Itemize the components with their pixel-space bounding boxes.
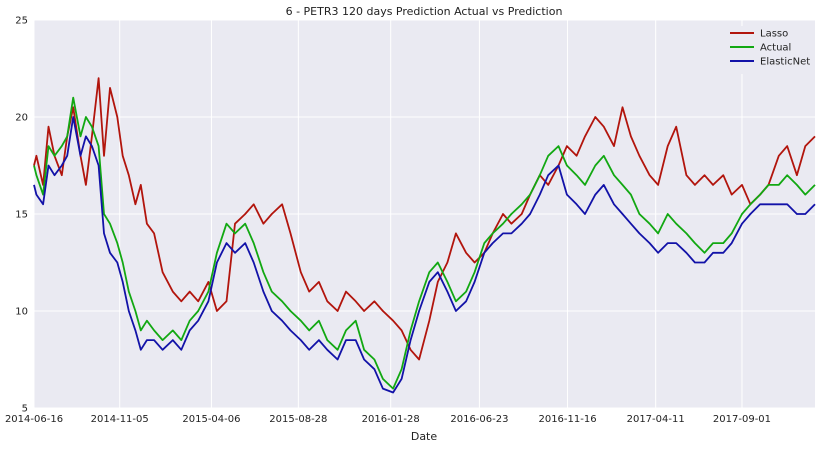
x-tick-label: 2017-04-11 (627, 414, 685, 425)
x-tick-label: 2014-11-05 (91, 414, 149, 425)
x-tick-label: 2016-06-23 (450, 414, 508, 425)
series-line-actual (33, 96, 816, 390)
y-axis-ticks: 5 10 15 20 25 (15, 16, 28, 415)
y-tick-label: 5 (22, 404, 28, 415)
y-tick-label: 15 (15, 210, 28, 221)
y-tick-label: 20 (15, 113, 28, 124)
legend-label-elasticnet: ElasticNet (760, 57, 810, 68)
legend: Lasso Actual ElasticNet (720, 26, 812, 74)
series-lines (33, 77, 816, 394)
y-tick-label: 10 (15, 307, 28, 318)
legend-label-actual: Actual (760, 43, 791, 54)
legend-label-lasso: Lasso (760, 29, 788, 40)
series-line-elasticnet (33, 116, 816, 394)
x-tick-label: 2014-06-16 (5, 414, 63, 425)
x-tick-label: 2017-09-01 (713, 414, 771, 425)
grid (33, 19, 815, 409)
x-tick-label: 2015-04-06 (182, 414, 240, 425)
x-axis-label: Date (411, 430, 438, 443)
x-tick-label: 2016-11-16 (538, 414, 596, 425)
x-axis-ticks: 2014-06-16 2014-11-05 2015-04-06 2015-08-28… (5, 414, 771, 425)
y-tick-label: 25 (15, 16, 28, 27)
x-tick-label: 2015-08-28 (269, 414, 327, 425)
x-tick-label: 2016-01-28 (362, 414, 420, 425)
chart-title: 6 - PETR3 120 days Prediction Actual vs … (286, 5, 563, 18)
series-line-lasso (33, 77, 816, 361)
